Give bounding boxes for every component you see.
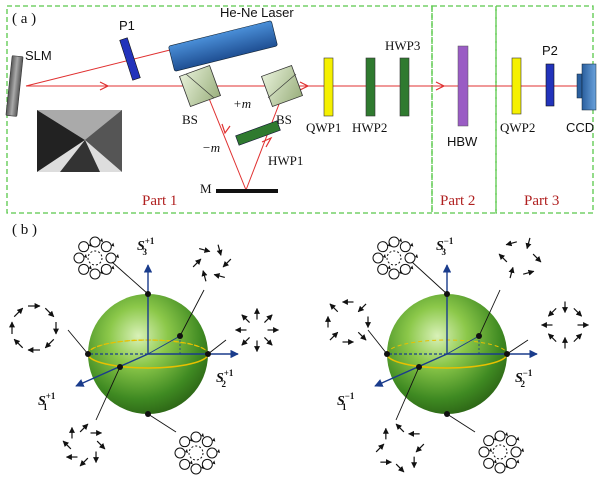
- he-ne-laser: [168, 20, 278, 72]
- panel-a: ( a ) SLM P1: [5, 5, 597, 214]
- glyph-circular-top-right: [372, 236, 418, 280]
- qwp2: [511, 57, 522, 115]
- hwp3: [399, 57, 410, 117]
- part2-label: Part 2: [440, 193, 475, 209]
- hwp1: [235, 120, 281, 146]
- glyph-radial-right: [540, 301, 590, 349]
- panel-a-label: ( a ): [12, 11, 36, 27]
- qwp1: [323, 57, 334, 117]
- hwp1-label: HWP1: [268, 153, 303, 168]
- hbw: [457, 45, 469, 127]
- s2-label-left: S+1 2: [216, 368, 234, 389]
- laser-label: He-Ne Laser: [220, 5, 294, 20]
- glyph-circular-bottom-right: [478, 430, 524, 474]
- panel-b-label: ( b ): [12, 222, 37, 238]
- mirror-label: M: [200, 181, 212, 196]
- mirror: [216, 189, 278, 193]
- qwp2-label: QWP2: [500, 120, 535, 135]
- bs-left-label: BS: [182, 112, 198, 127]
- s1-label-left: S+1 1: [38, 391, 56, 412]
- hwp2-label: HWP2: [352, 120, 387, 135]
- ccd-label: CCD: [566, 120, 594, 135]
- s3-label-right: S−1 3: [436, 236, 454, 257]
- glyph-azimuthal-left: [9, 303, 59, 353]
- part1-label: Part 1: [142, 193, 177, 209]
- glyph-hybrid-bottom-left: [62, 423, 106, 467]
- hologram-image: [37, 110, 122, 172]
- part3-border: [495, 5, 594, 214]
- s3-label-left: S+1 3: [137, 236, 155, 257]
- s1-axis-right: [374, 353, 448, 387]
- slm: [5, 55, 24, 117]
- glyph-hybrid-bottom-right: [375, 423, 425, 473]
- part2-border: [431, 5, 497, 214]
- sphere-right: S−1 3 S−1 2 S−1 1: [337, 236, 538, 433]
- sphere-left: S+1 3 S+1 2 S+1 1: [38, 236, 239, 433]
- p1-polarizer: [119, 37, 141, 81]
- s1-label-right: S−1 1: [337, 391, 355, 412]
- polarization-glyphs: [9, 236, 590, 475]
- glyph-circular-bottom-left: [174, 431, 220, 475]
- s1-axis-left: [75, 353, 149, 387]
- part3-label: Part 3: [524, 193, 559, 209]
- p2-polarizer: [545, 63, 555, 107]
- p1-label: P1: [119, 18, 135, 33]
- glyph-hybrid-top-right: [498, 237, 542, 279]
- p2-label: P2: [542, 43, 558, 58]
- glyph-radial-left: [234, 307, 280, 353]
- bs-right-label: BS: [276, 112, 292, 127]
- hwp3-label: HWP3: [385, 38, 420, 53]
- hwp2: [365, 57, 376, 117]
- minus-m-label: −m: [202, 140, 220, 155]
- hbw-label: HBW: [447, 134, 478, 149]
- equator-front-left: [87, 353, 209, 369]
- plus-m-label: +m: [233, 96, 251, 111]
- slm-label: SLM: [25, 48, 52, 63]
- beam-direction-arrows: [99, 81, 446, 148]
- glyph-azimuthal-right: [325, 299, 371, 345]
- s2-label-right: S−1 2: [515, 368, 533, 389]
- glyph-circular-top-left: [73, 236, 119, 280]
- qwp1-label: QWP1: [306, 120, 341, 135]
- glyph-hybrid-top-left: [192, 244, 232, 282]
- ccd-camera: [576, 63, 597, 111]
